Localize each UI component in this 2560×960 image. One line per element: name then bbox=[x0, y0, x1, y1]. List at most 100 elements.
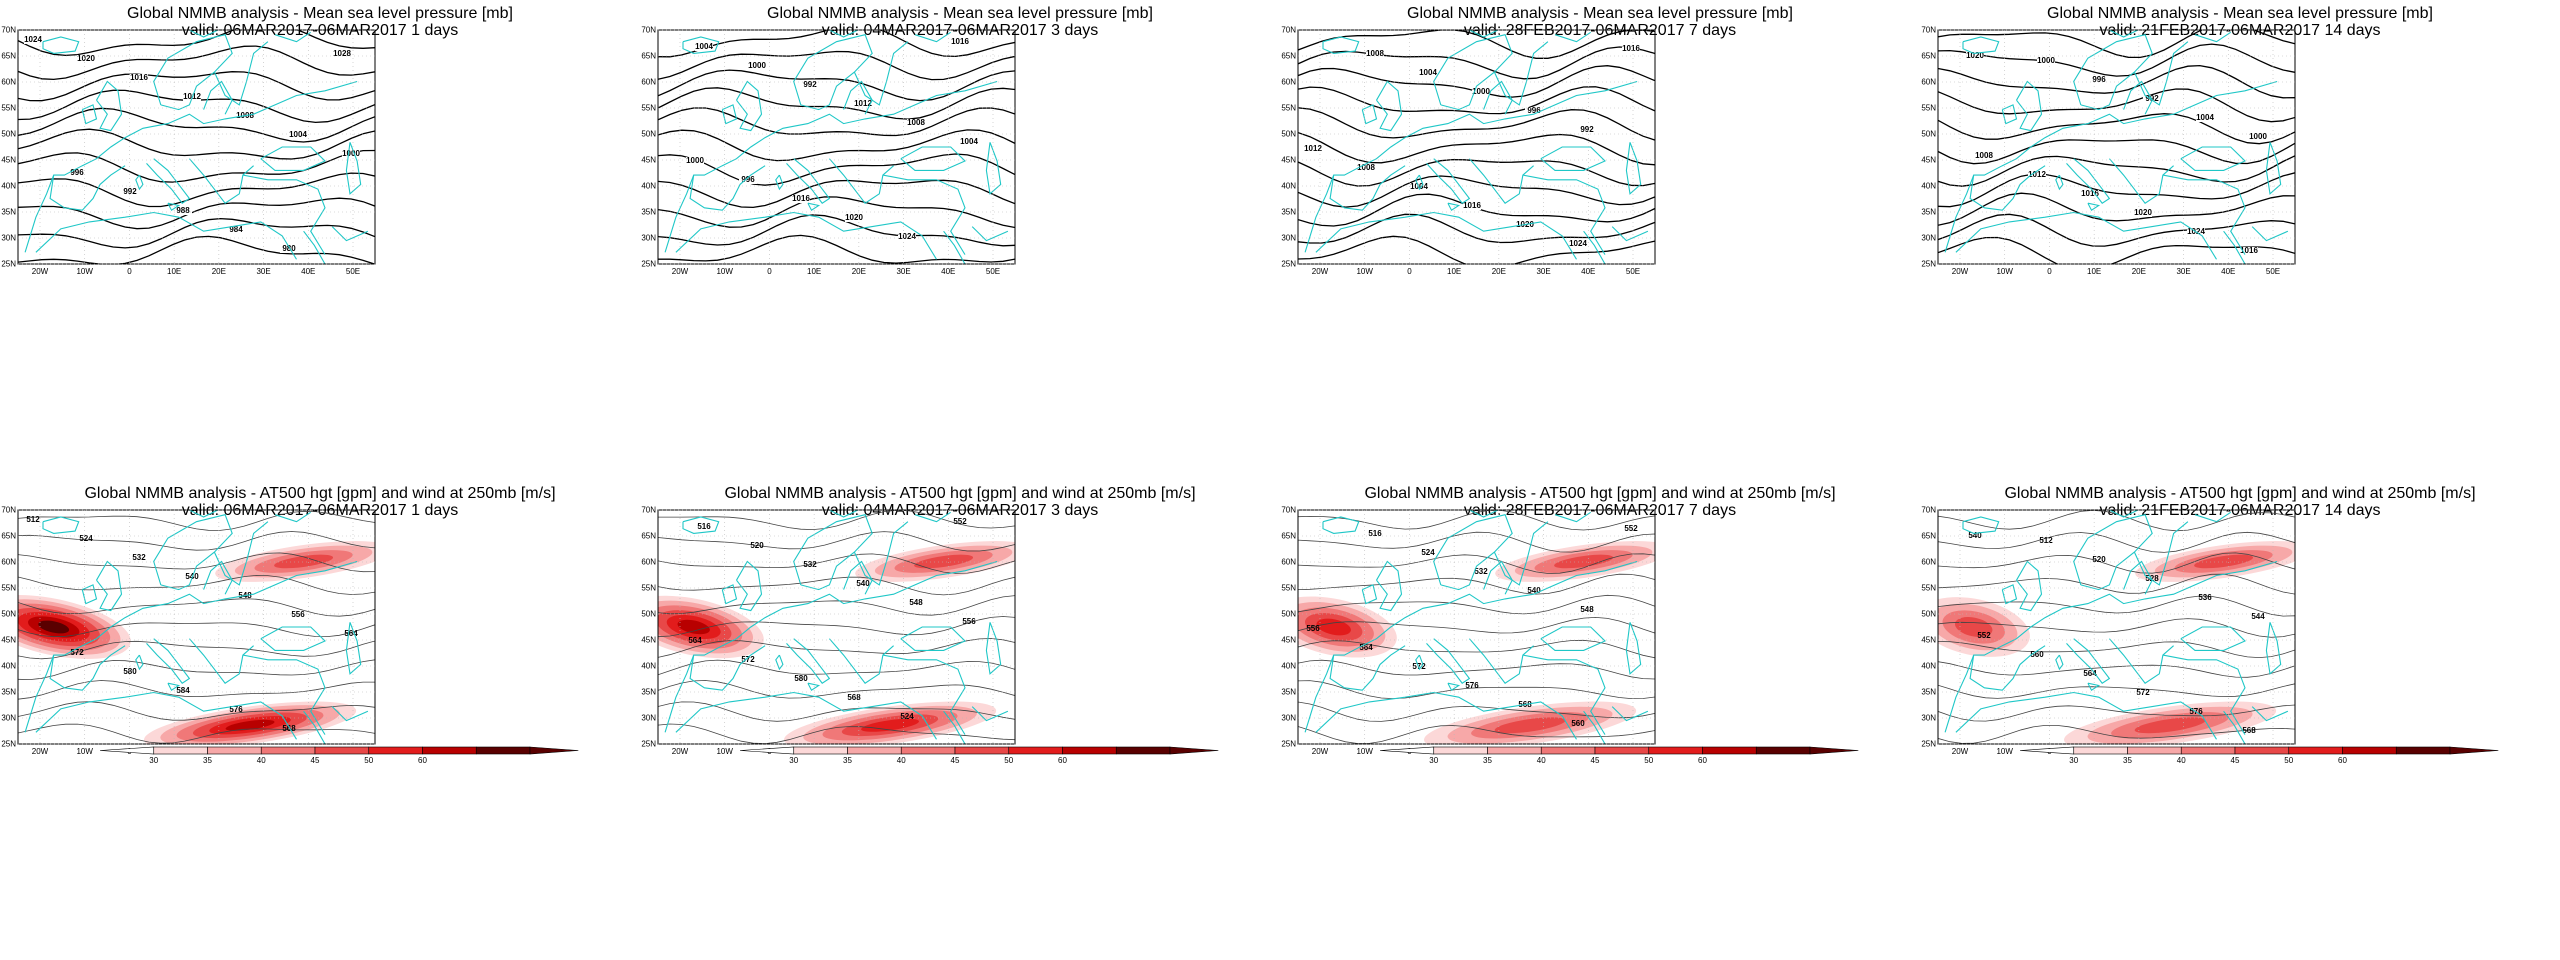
top-panel-4-contour-line bbox=[1938, 172, 2295, 208]
top-panel-4-lon-label: 20E bbox=[2132, 267, 2146, 276]
top-panel-3-contour-label-bg bbox=[1622, 45, 1640, 53]
top-panel-2-coastline bbox=[971, 226, 1009, 242]
top-panel-4-contour-label-bg bbox=[2196, 114, 2214, 122]
top-panel-1-coastline bbox=[42, 36, 80, 54]
top-panel-3-coastline bbox=[1493, 41, 1549, 106]
bottom-panel-2-contour-label: 540 bbox=[856, 579, 870, 588]
bottom-panel-1-coastline bbox=[189, 510, 219, 518]
bottom-panel-2-contour-line bbox=[658, 595, 1015, 616]
bottom-panel-3-coastline bbox=[1304, 560, 1638, 733]
top-panel-2-lat-label: 55N bbox=[641, 104, 656, 113]
top-panel-4-contour-label: 1020 bbox=[1966, 51, 1984, 60]
top-panel-4: Global NMMB analysis - Mean sea level pr… bbox=[1920, 0, 2560, 480]
bottom-panel-2-wind-shading bbox=[677, 619, 710, 635]
top-panel-1-lat-label: 70N bbox=[1, 26, 16, 35]
bottom-panel-1-contour-label: 556 bbox=[291, 610, 305, 619]
top-panel-2-lon-label: 30E bbox=[896, 267, 910, 276]
top-panel-2-contour-label: 1004 bbox=[960, 137, 978, 146]
bottom-panel-4-coastline bbox=[2123, 560, 2153, 595]
bottom-panel-3-colorbar-label: 50 bbox=[1644, 756, 1653, 765]
top-panel-1-contour-line bbox=[18, 197, 375, 230]
bottom-panel-1-lat-label: 45N bbox=[1, 636, 16, 645]
bottom-panel-2-colorbar-swatch bbox=[1008, 746, 1063, 755]
bottom-panel-4-colorbar-swatch bbox=[2180, 746, 2236, 755]
bottom-panel-1-colorbar-swatch bbox=[153, 746, 208, 755]
bottom-panel-1-coastline bbox=[153, 514, 233, 591]
bottom-panel-2-coastline bbox=[664, 560, 998, 733]
top-panel-2-coastline bbox=[807, 202, 821, 211]
bottom-panel-3-colorbar-label: 35 bbox=[1483, 756, 1492, 765]
bottom-panel-1-lat-label: 50N bbox=[1, 610, 16, 619]
top-panel-2-lon-label: 40E bbox=[941, 267, 955, 276]
bottom-panel-1-coastline bbox=[303, 710, 326, 744]
bottom-panel-4-contour-line bbox=[1938, 725, 2295, 744]
top-panel-4-contour-label: 1004 bbox=[2196, 113, 2214, 122]
top-panel-1-contour-line bbox=[18, 217, 375, 249]
top-panel-4-lon-label: 0 bbox=[2047, 267, 2052, 276]
top-panel-4-coastline bbox=[2265, 142, 2282, 195]
top-panel-1-contour-label: 1004 bbox=[289, 130, 307, 139]
top-panel-4-frame bbox=[1937, 29, 2296, 265]
top-panel-3-contour-line bbox=[1298, 213, 1655, 244]
bottom-panel-3-coastline bbox=[1468, 638, 1534, 684]
bottom-panel-1-frame bbox=[17, 509, 376, 745]
bottom-panel-4-coastline bbox=[2087, 682, 2101, 691]
top-panel-1-contour-label: 1024 bbox=[24, 35, 42, 44]
bottom-panel-4-colorbar-high-arrow bbox=[2449, 746, 2499, 755]
top-panel-3-contour-label-bg bbox=[1525, 107, 1543, 115]
top-panel-4-coastline bbox=[2251, 226, 2289, 242]
bottom-panel-1-title: Global NMMB analysis - AT500 hgt [gpm] a… bbox=[84, 485, 556, 502]
bottom-panel-4-colorbar-swatch bbox=[2234, 746, 2290, 755]
top-panel-3-coastline bbox=[1433, 34, 1513, 111]
bottom-panel-4-coastline bbox=[2109, 510, 2139, 518]
top-panel-4-contour-label: 992 bbox=[2145, 94, 2159, 103]
top-panel-2-contour-label: 1016 bbox=[951, 37, 969, 46]
top-panel-4-contour-line bbox=[1938, 113, 2295, 145]
top-panel-4-lat-label: 70N bbox=[1921, 26, 1936, 35]
top-panel-2-coastline bbox=[943, 230, 966, 264]
bottom-panel-4-contour-line bbox=[1938, 618, 2295, 638]
bottom-panel-1-contour-line bbox=[18, 552, 375, 573]
bottom-panel-1-lat-label: 65N bbox=[1, 532, 16, 541]
bottom-panel-1-coastline bbox=[260, 626, 326, 651]
bottom-panel-4-contour-label: 572 bbox=[2136, 688, 2150, 697]
bottom-panel-2-coastline bbox=[882, 654, 966, 735]
top-panel-4-contour-line bbox=[1938, 213, 2295, 247]
top-panel-4-contour-label: 1000 bbox=[2249, 132, 2267, 141]
bottom-panel-4-coastline bbox=[1955, 691, 2217, 740]
top-panel-2-coastline bbox=[853, 41, 909, 106]
bottom-panel-1-contour-label: 572 bbox=[70, 648, 84, 657]
bottom-panel-2-colorbar-label: 50 bbox=[1004, 756, 1013, 765]
top-panel-4-contour-label: 1000 bbox=[2037, 56, 2055, 65]
bottom-panel-2-lat-label: 30N bbox=[641, 714, 656, 723]
bottom-panel-2-contour-label: 556 bbox=[962, 617, 976, 626]
bottom-panel-1-colorbar-label: 30 bbox=[149, 756, 158, 765]
top-panel-1-contour-label-bg bbox=[342, 150, 360, 158]
top-panel-2-contour-label-bg bbox=[695, 43, 713, 51]
top-panel-4-coastline bbox=[2223, 230, 2246, 264]
bottom-panel-2-contour-label: 516 bbox=[697, 522, 711, 531]
bottom-panel-1-contour-label: 512 bbox=[26, 515, 40, 524]
top-panel-2-contour-line bbox=[658, 50, 1015, 81]
bottom-panel-3-coastline bbox=[1483, 560, 1513, 595]
bottom-panel-2-colorbar-swatch bbox=[793, 746, 848, 755]
top-panel-4-lon-label: 10E bbox=[2087, 267, 2101, 276]
top-panel-2-contour-label: 1016 bbox=[792, 194, 810, 203]
top-panel-4-contour-line bbox=[1938, 155, 2295, 187]
bottom-panel-1-contour-line bbox=[18, 598, 375, 617]
bottom-panel-4-colorbar-swatch bbox=[2127, 746, 2182, 755]
bottom-panel-1-contour-line bbox=[18, 659, 375, 681]
top-panel-3-contour-line bbox=[1298, 175, 1655, 208]
top-panel-2-lon-label: 10W bbox=[716, 267, 733, 276]
top-panel-2-title: Global NMMB analysis - Mean sea level pr… bbox=[767, 5, 1153, 22]
bottom-panel-3-colorbar-label: 40 bbox=[1537, 756, 1546, 765]
bottom-panel-4-contour-label: 544 bbox=[2251, 612, 2265, 621]
top-panel-2-lat-label: 25N bbox=[641, 260, 656, 269]
bottom-panel-3-colorbar-swatch bbox=[1594, 746, 1650, 755]
bottom-panel-3-lat-label: 60N bbox=[1281, 558, 1296, 567]
top-panel-1-lon-label: 0 bbox=[127, 267, 132, 276]
bottom-panel-1-colorbar-label: 50 bbox=[364, 756, 373, 765]
top-panel-4-lon-label: 10W bbox=[1996, 267, 2013, 276]
bottom-panel-4-colorbar-label: 35 bbox=[2123, 756, 2132, 765]
bottom-panel-1-map: 51252453254054855656457258058457656825N3… bbox=[1, 506, 579, 765]
